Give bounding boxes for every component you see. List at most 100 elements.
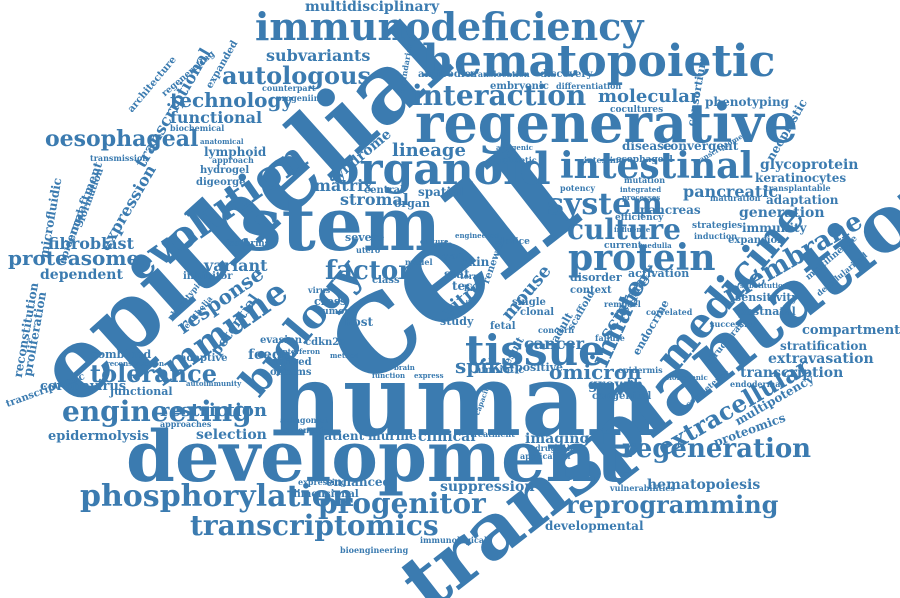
word-intestinal: intestinal bbox=[560, 145, 754, 187]
word-stromal: stromal bbox=[340, 190, 409, 209]
word-chromatin: chromatin bbox=[283, 425, 330, 435]
word-engineered: engineered bbox=[455, 231, 500, 240]
word-model: model bbox=[405, 257, 433, 267]
word-approaches: approaches bbox=[160, 419, 212, 429]
word-anatomical: anatomical bbox=[200, 137, 244, 146]
word-selection: selection bbox=[196, 427, 267, 443]
word-interferon: interferon bbox=[280, 347, 321, 356]
word-molecular: molecular bbox=[598, 86, 700, 107]
word-amniotic: amniotic bbox=[475, 365, 525, 376]
word-coronavirus: coronavirus bbox=[40, 379, 127, 394]
word-disease: disease bbox=[622, 139, 672, 153]
word-skin: skin bbox=[461, 255, 490, 269]
word-generation: generation bbox=[739, 205, 825, 221]
word-dependent: dependent bbox=[40, 267, 123, 283]
word-correlated: correlated bbox=[646, 307, 693, 317]
word-feeder: feeder bbox=[248, 347, 298, 363]
word-cycle: cycle bbox=[430, 239, 453, 249]
word-stratification: stratification bbox=[780, 339, 868, 353]
word-disorder: disorder bbox=[570, 271, 622, 284]
word-multidisciplinary: multidisciplinary bbox=[305, 0, 440, 15]
word-virus: virus bbox=[308, 285, 331, 295]
word-protein: protein bbox=[568, 237, 716, 279]
word-evasion: evasion bbox=[260, 335, 303, 346]
word-cocultures: cocultures bbox=[610, 105, 664, 115]
word-engineering: engineering bbox=[62, 395, 252, 428]
word-cancer: cancer bbox=[524, 334, 585, 353]
word-lymphoid: lymphoid bbox=[204, 145, 267, 159]
word-clonal: clonal bbox=[520, 307, 555, 318]
word-express: express bbox=[414, 371, 444, 380]
word-positive: positive bbox=[515, 361, 564, 374]
word-imaging: imaging bbox=[525, 431, 590, 447]
word-patient: patient bbox=[316, 429, 365, 443]
word-fibroblast: fibroblast bbox=[48, 234, 134, 253]
word-remodel: remodel bbox=[604, 299, 641, 309]
word-pancreatic: pancreatic bbox=[683, 182, 779, 201]
word-efficiency: efficiency bbox=[615, 213, 664, 223]
word-variant: variant bbox=[204, 256, 268, 275]
word-severe: severe bbox=[345, 231, 385, 244]
word-growth: growth bbox=[588, 377, 644, 393]
word-activation: activation bbox=[628, 267, 690, 280]
word-biochemical: biochemical bbox=[170, 123, 225, 133]
word-context: context bbox=[570, 285, 612, 296]
word-adaptive: adaptive bbox=[180, 353, 228, 364]
word-progenitor: progenitor bbox=[318, 487, 486, 520]
word-functional: functional bbox=[170, 108, 263, 127]
word-tumor: tumor bbox=[318, 307, 349, 317]
word-application: application bbox=[520, 451, 571, 461]
word-system: system bbox=[547, 187, 663, 222]
word-integrated: integrated bbox=[620, 185, 662, 194]
word-immunodeficiency: immunodeficiency bbox=[255, 4, 644, 49]
word-transplantable: transplantable bbox=[765, 183, 831, 193]
word-transcription: transcription bbox=[740, 365, 844, 381]
word-antagonist: antagonist bbox=[280, 415, 328, 425]
word-reprogramming: reprogramming bbox=[566, 490, 779, 519]
word-technology: technology bbox=[170, 88, 294, 112]
word-expressing: expressing bbox=[298, 477, 347, 487]
word-suppression: suppression bbox=[440, 479, 535, 495]
word-esophageal: esophageal bbox=[616, 155, 673, 165]
word-differentiation: differentiation bbox=[556, 81, 622, 91]
word-strategies: strategies bbox=[692, 221, 743, 231]
word-central: central bbox=[364, 185, 404, 196]
word-brain: brain bbox=[394, 363, 415, 372]
word-sensitivity: sensitivity bbox=[735, 291, 798, 304]
word-approach: approach bbox=[212, 155, 254, 165]
word-substitution: substitution bbox=[740, 281, 788, 290]
word-treatment: treatment bbox=[470, 429, 515, 439]
word-hydrogel: hydrogel bbox=[200, 165, 250, 176]
word-organoid: organoid bbox=[330, 144, 551, 195]
word-current: current bbox=[604, 241, 642, 251]
word-inhibitor: inhibitor bbox=[183, 271, 233, 282]
word-immunity: immunity bbox=[742, 221, 807, 235]
word-discovery: discovery bbox=[540, 69, 593, 80]
word-transmission: transmission bbox=[90, 153, 149, 163]
word-mimetic: mimetic bbox=[500, 155, 537, 165]
word-compartment: compartment bbox=[802, 323, 900, 338]
word-phenotyping: phenotyping bbox=[705, 95, 790, 109]
word-organ: organ bbox=[394, 197, 430, 210]
word-stat: stat bbox=[444, 267, 470, 281]
word-host: host bbox=[344, 315, 374, 329]
word-epidermolysis: epidermolysis bbox=[48, 429, 150, 444]
word-potency: potency bbox=[560, 183, 596, 193]
word-restriction: restriction bbox=[160, 400, 267, 421]
word-clinical: clinical bbox=[418, 429, 476, 445]
word-graft: graft bbox=[442, 251, 465, 261]
word-fetal: fetal bbox=[490, 321, 516, 332]
word-enhanced: enhanced bbox=[326, 475, 391, 489]
word-factor: factor bbox=[325, 256, 412, 286]
word-phosphorylation: phosphorylation bbox=[80, 479, 354, 514]
word-postnatal: postnatal bbox=[738, 305, 796, 318]
word-immunological: immunological bbox=[420, 535, 488, 545]
word-reconstruction: reconstruction bbox=[106, 359, 165, 368]
word-matrix: matrix bbox=[314, 176, 373, 195]
word-antibodies: antibodies bbox=[418, 69, 477, 80]
word-progeniin: progeniin bbox=[276, 93, 320, 103]
word-line: line bbox=[464, 283, 481, 293]
word-hematopoietic: hematopoietic bbox=[422, 36, 776, 87]
word-congenital: congenital bbox=[592, 391, 652, 402]
